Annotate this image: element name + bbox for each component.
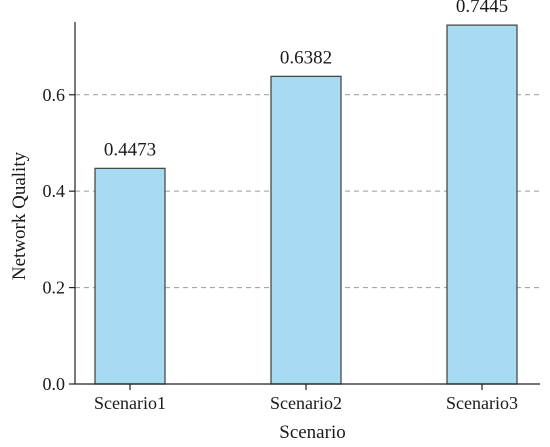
y-tick-label: 0.0 xyxy=(43,374,66,394)
x-ticks: Scenario1 Scenario2 Scenario3 xyxy=(94,384,518,413)
bar xyxy=(94,167,166,385)
y-axis-title: Network Quality xyxy=(9,151,30,280)
x-tick-label: Scenario3 xyxy=(446,393,518,413)
y-tick-label: 0.4 xyxy=(43,181,66,201)
bar-value-label: 0.4473 xyxy=(104,139,156,160)
axes xyxy=(74,22,540,385)
data-labels: 0.4473 0.6382 0.7445 xyxy=(104,0,508,160)
x-tick-label: Scenario1 xyxy=(94,393,166,413)
bar-value-label: 0.6382 xyxy=(280,47,332,68)
bars xyxy=(94,24,518,385)
y-tick-label: 0.6 xyxy=(43,85,66,105)
x-axis-title: Scenario xyxy=(279,422,345,443)
y-tick-label: 0.2 xyxy=(43,278,66,298)
bar-value-label: 0.7445 xyxy=(456,0,508,17)
bar xyxy=(270,75,342,385)
bar xyxy=(446,24,518,385)
y-ticks: 0.0 0.2 0.4 0.6 xyxy=(43,85,75,394)
x-tick-label: Scenario2 xyxy=(270,393,342,413)
